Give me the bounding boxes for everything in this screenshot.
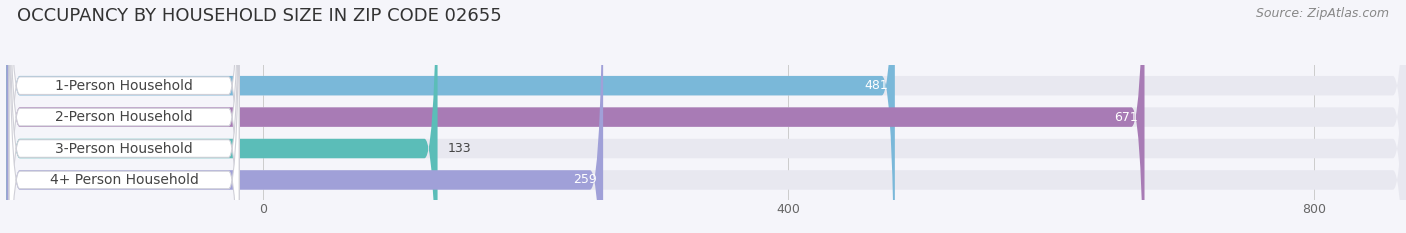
- Text: 259: 259: [572, 173, 596, 186]
- FancyBboxPatch shape: [10, 0, 239, 233]
- FancyBboxPatch shape: [7, 0, 894, 233]
- FancyBboxPatch shape: [7, 0, 437, 233]
- Text: 2-Person Household: 2-Person Household: [55, 110, 193, 124]
- FancyBboxPatch shape: [7, 0, 1406, 233]
- FancyBboxPatch shape: [7, 0, 1406, 233]
- FancyBboxPatch shape: [7, 0, 1144, 233]
- Text: 133: 133: [449, 142, 471, 155]
- Text: Source: ZipAtlas.com: Source: ZipAtlas.com: [1256, 7, 1389, 20]
- FancyBboxPatch shape: [7, 0, 1406, 233]
- Text: 1-Person Household: 1-Person Household: [55, 79, 193, 93]
- Text: 481: 481: [865, 79, 889, 92]
- FancyBboxPatch shape: [10, 0, 239, 233]
- Text: 671: 671: [1114, 111, 1137, 123]
- FancyBboxPatch shape: [10, 0, 239, 233]
- Text: 3-Person Household: 3-Person Household: [55, 141, 193, 155]
- FancyBboxPatch shape: [7, 0, 603, 233]
- Text: 4+ Person Household: 4+ Person Household: [49, 173, 198, 187]
- Text: OCCUPANCY BY HOUSEHOLD SIZE IN ZIP CODE 02655: OCCUPANCY BY HOUSEHOLD SIZE IN ZIP CODE …: [17, 7, 502, 25]
- FancyBboxPatch shape: [10, 0, 239, 233]
- FancyBboxPatch shape: [7, 0, 1406, 233]
